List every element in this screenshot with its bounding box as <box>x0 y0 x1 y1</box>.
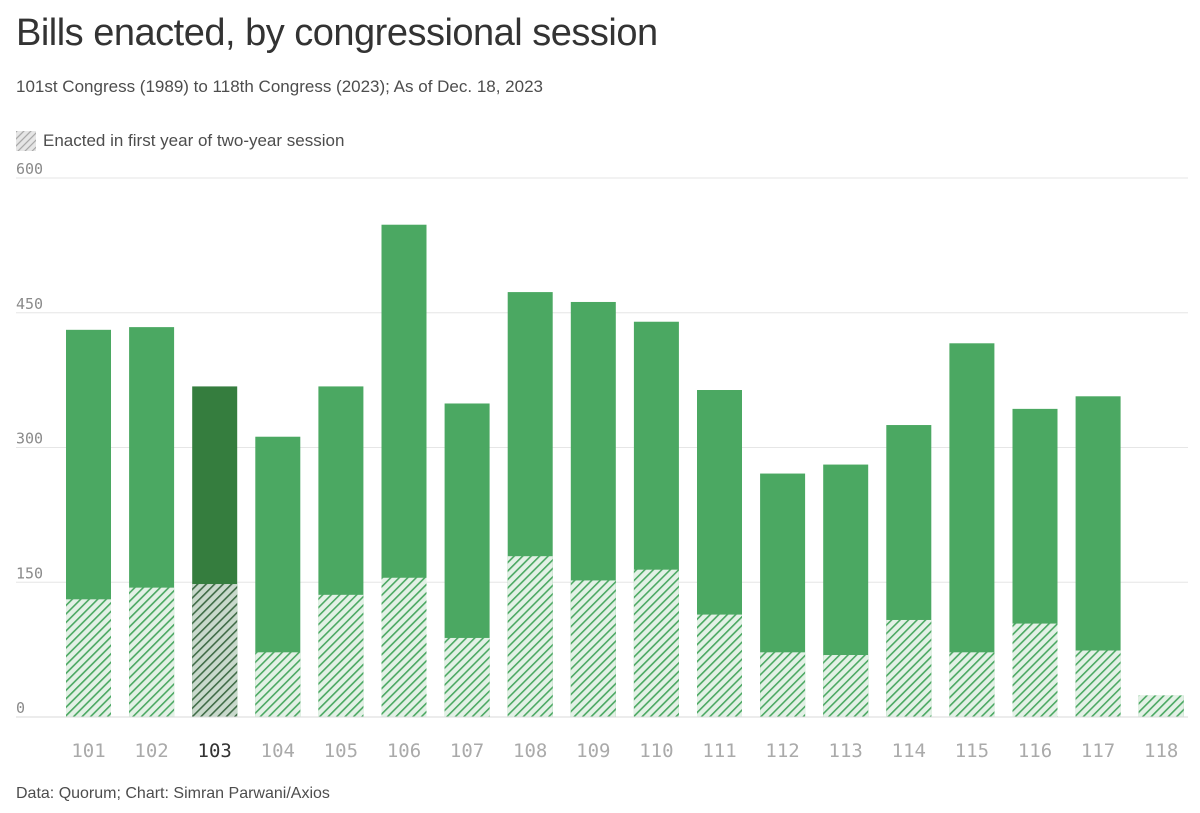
legend-label: Enacted in first year of two-year sessio… <box>43 131 345 150</box>
x-tick-label-115: 115 <box>955 740 989 762</box>
legend: Enacted in first year of two-year sessio… <box>16 131 344 151</box>
bars-layer <box>66 224 1184 718</box>
y-tick-label-300: 300 <box>16 430 43 448</box>
x-tick-label-112: 112 <box>765 740 799 762</box>
x-tick-label-111: 111 <box>702 740 736 762</box>
bar-first-year-109 <box>570 580 616 717</box>
bar-first-year-111 <box>697 614 742 717</box>
x-tick-label-102: 102 <box>134 740 168 762</box>
bar-first-year-101 <box>66 599 111 717</box>
bar-first-year-106 <box>381 577 427 717</box>
source-note: Data: Quorum; Chart: Simran Parwani/Axio… <box>16 785 330 802</box>
x-tick-label-104: 104 <box>261 740 295 762</box>
x-tick-label-109: 109 <box>576 740 610 762</box>
bar-first-year-115 <box>949 652 995 717</box>
y-tick-label-150: 150 <box>16 564 43 582</box>
bar-first-year-105 <box>318 594 364 717</box>
x-tick-label-101: 101 <box>71 740 105 762</box>
x-tick-label-117: 117 <box>1081 740 1115 762</box>
x-tick-label-108: 108 <box>513 740 547 762</box>
bar-first-year-103 <box>192 584 238 717</box>
bar-first-year-104 <box>255 652 301 717</box>
legend-swatch-hatched <box>16 131 36 151</box>
x-tick-label-110: 110 <box>639 740 673 762</box>
bar-first-year-102 <box>129 587 175 717</box>
x-tick-label-113: 113 <box>829 740 863 762</box>
bar-first-year-110 <box>633 569 679 717</box>
x-tick-label-116: 116 <box>1018 740 1052 762</box>
y-tick-label-600: 600 <box>16 160 43 178</box>
chart-title: Bills enacted, by congressional session <box>16 12 658 54</box>
bar-first-year-114 <box>886 619 932 717</box>
y-tick-label-450: 450 <box>16 295 43 313</box>
bar-first-year-118 <box>1138 695 1184 717</box>
bar-first-year-116 <box>1012 623 1058 717</box>
x-tick-label-105: 105 <box>324 740 358 762</box>
x-tick-label-103: 103 <box>198 740 232 762</box>
bar-first-year-112 <box>760 652 806 717</box>
x-tick-label-107: 107 <box>450 740 484 762</box>
bar-first-year-113 <box>823 655 869 717</box>
y-tick-label-0: 0 <box>16 699 25 717</box>
bar-first-year-107 <box>444 637 490 717</box>
x-axis: 101 102 103 104 105 106 107 108 109 110 111 112 113 1… <box>16 716 1188 762</box>
x-tick-label-114: 114 <box>892 740 926 762</box>
bar-first-year-108 <box>507 556 553 717</box>
bar-first-year-117 <box>1075 650 1121 717</box>
chart-subtitle: 101st Congress (1989) to 118th Congress … <box>16 77 543 96</box>
x-tick-label-118: 118 <box>1144 740 1178 762</box>
x-tick-label-106: 106 <box>387 740 421 762</box>
